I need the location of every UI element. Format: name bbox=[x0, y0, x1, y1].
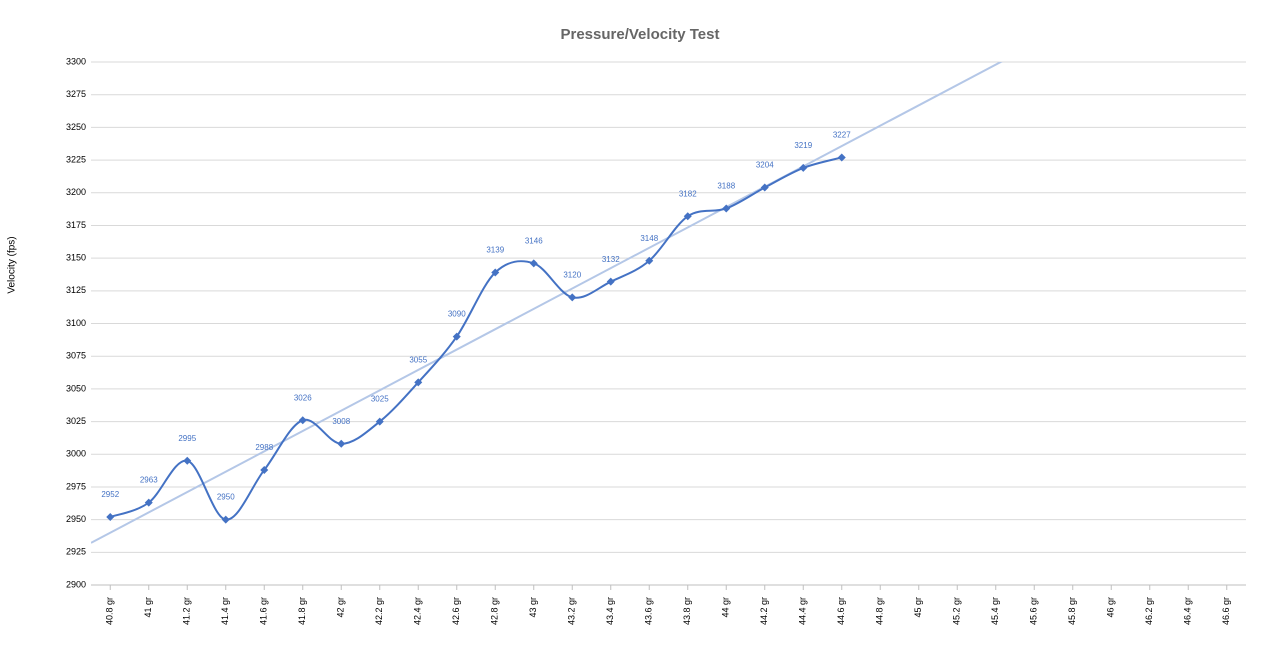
y-tick-label: 3250 bbox=[66, 122, 86, 132]
x-tick-label: 42.2 gr bbox=[374, 597, 384, 625]
x-tick-label: 45.4 gr bbox=[990, 597, 1000, 625]
x-tick-label: 46.6 gr bbox=[1221, 597, 1231, 625]
x-tick-label: 44.2 gr bbox=[759, 597, 769, 625]
y-tick-label: 2975 bbox=[66, 481, 86, 491]
data-label: 3188 bbox=[717, 182, 735, 191]
marker bbox=[760, 183, 769, 192]
data-label: 3146 bbox=[525, 236, 543, 245]
y-tick-label: 3150 bbox=[66, 253, 86, 263]
x-tick-label: 44.8 gr bbox=[875, 597, 885, 625]
x-tick-label: 45.8 gr bbox=[1067, 597, 1077, 625]
data-label: 3148 bbox=[640, 234, 658, 243]
marker bbox=[645, 256, 654, 265]
data-label: 3090 bbox=[448, 310, 466, 319]
marker bbox=[260, 465, 269, 474]
marker bbox=[529, 259, 538, 268]
data-label: 3055 bbox=[409, 355, 427, 364]
y-tick-label: 3225 bbox=[66, 154, 86, 164]
x-tick-label: 46 gr bbox=[1106, 597, 1116, 618]
x-tick-label: 42.8 gr bbox=[490, 597, 500, 625]
x-tick-label: 45 gr bbox=[913, 597, 923, 618]
x-tick-label: 41.8 gr bbox=[297, 597, 307, 625]
data-label: 3219 bbox=[794, 141, 812, 150]
x-tick-label: 43.4 gr bbox=[605, 597, 615, 625]
x-tick-label: 42.4 gr bbox=[413, 597, 423, 625]
data-label: 2952 bbox=[101, 490, 119, 499]
x-tick-label: 44.6 gr bbox=[836, 597, 846, 625]
data-label: 3139 bbox=[486, 246, 504, 255]
data-label: 3008 bbox=[332, 417, 350, 426]
x-tick-label: 43.6 gr bbox=[644, 597, 654, 625]
y-tick-label: 3200 bbox=[66, 187, 86, 197]
marker bbox=[337, 439, 346, 448]
marker bbox=[799, 163, 808, 172]
marker bbox=[298, 416, 307, 425]
y-tick-label: 3000 bbox=[66, 449, 86, 459]
x-tick-label: 44 gr bbox=[721, 597, 731, 618]
x-tick-label: 46.4 gr bbox=[1183, 597, 1193, 625]
data-label: 2995 bbox=[178, 434, 196, 443]
x-tick-label: 43 gr bbox=[528, 597, 538, 618]
y-tick-label: 3175 bbox=[66, 220, 86, 230]
data-label: 2950 bbox=[217, 493, 235, 502]
trendline bbox=[91, 62, 1003, 544]
x-tick-label: 45.6 gr bbox=[1029, 597, 1039, 625]
marker bbox=[683, 212, 692, 221]
data-label: 3182 bbox=[679, 189, 697, 198]
marker bbox=[837, 153, 846, 162]
data-label: 3025 bbox=[371, 395, 389, 404]
x-tick-label: 42 gr bbox=[336, 597, 346, 618]
x-tick-label: 42.6 gr bbox=[451, 597, 461, 625]
x-tick-label: 41.6 gr bbox=[259, 597, 269, 625]
marker bbox=[144, 498, 153, 507]
y-tick-label: 3050 bbox=[66, 383, 86, 393]
x-tick-label: 41.2 gr bbox=[182, 597, 192, 625]
marker bbox=[183, 456, 192, 465]
x-tick-label: 41.4 gr bbox=[220, 597, 230, 625]
x-tick-label: 40.8 gr bbox=[105, 597, 115, 625]
y-tick-label: 3100 bbox=[66, 318, 86, 328]
y-tick-label: 3300 bbox=[66, 56, 86, 66]
marker bbox=[568, 293, 577, 302]
y-tick-label: 2950 bbox=[66, 514, 86, 524]
y-tick-label: 3275 bbox=[66, 89, 86, 99]
marker bbox=[375, 417, 384, 426]
data-label: 2963 bbox=[140, 476, 158, 485]
y-tick-label: 3075 bbox=[66, 351, 86, 361]
x-tick-label: 43.8 gr bbox=[682, 597, 692, 625]
data-label: 3026 bbox=[294, 393, 312, 402]
data-label: 3227 bbox=[833, 131, 851, 140]
x-tick-label: 41 gr bbox=[143, 597, 153, 618]
marker bbox=[452, 332, 461, 341]
y-tick-label: 2900 bbox=[66, 579, 86, 589]
x-tick-label: 45.2 gr bbox=[952, 597, 962, 625]
y-tick-label: 3025 bbox=[66, 416, 86, 426]
marker bbox=[491, 268, 500, 277]
marker bbox=[722, 204, 731, 213]
data-label: 2988 bbox=[255, 443, 273, 452]
y-tick-label: 3125 bbox=[66, 285, 86, 295]
y-tick-label: 2925 bbox=[66, 547, 86, 557]
x-tick-label: 44.4 gr bbox=[798, 597, 808, 625]
x-tick-label: 43.2 gr bbox=[567, 597, 577, 625]
data-label: 3120 bbox=[563, 270, 581, 279]
marker bbox=[414, 378, 423, 387]
data-label: 3132 bbox=[602, 255, 620, 264]
chart-title: Pressure/Velocity Test bbox=[561, 26, 720, 43]
y-axis-title: Velocity (fps) bbox=[7, 236, 18, 293]
marker bbox=[221, 515, 230, 524]
marker bbox=[606, 277, 615, 286]
data-label: 3204 bbox=[756, 161, 774, 170]
marker bbox=[106, 513, 115, 522]
x-tick-label: 46.2 gr bbox=[1144, 597, 1154, 625]
